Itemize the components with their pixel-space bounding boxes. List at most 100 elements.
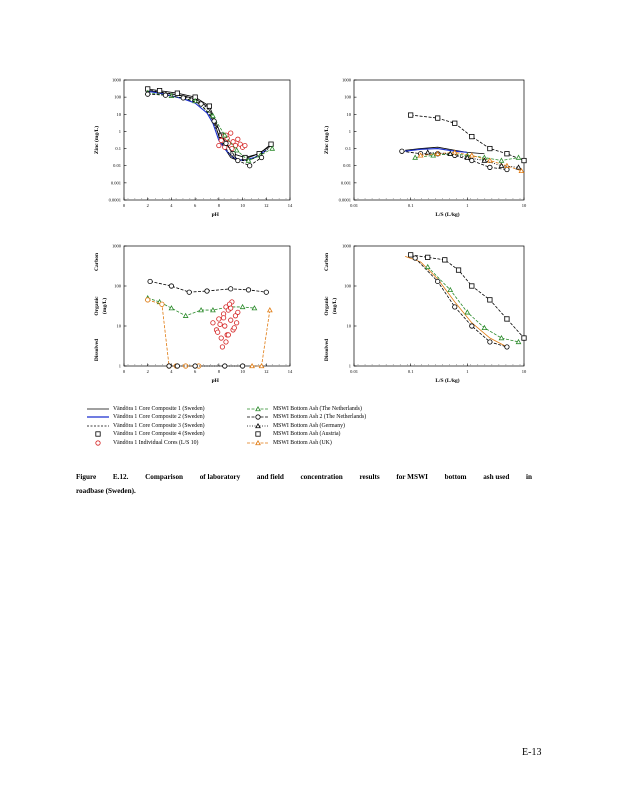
- x-minor-tick: [512, 198, 514, 200]
- data-point: [424, 149, 431, 155]
- data-point: [232, 142, 239, 149]
- legend-swatch: [247, 414, 269, 420]
- data-point: [269, 145, 276, 151]
- x-minor-tick: [189, 198, 191, 200]
- caption-word: Figure: [76, 473, 97, 481]
- legend-label: MSWI Bottom Ash (UK): [273, 439, 332, 446]
- legend-label: Vändöra 1 Individual Cores (L/S 10): [113, 439, 199, 446]
- plot-frame: [353, 245, 525, 367]
- x-minor-tick: [216, 364, 218, 366]
- zinc-vs-ls-chart: 0.0001 0.001 0.01 0.1 1 10 100 1000 0.01 0.1 1 10 L/…: [318, 72, 532, 232]
- series-netherlands2: [147, 278, 269, 295]
- data-point: [469, 157, 475, 164]
- legend-swatch: [247, 405, 269, 411]
- data-point: [521, 157, 527, 164]
- series-line: [427, 266, 519, 343]
- data-point: [192, 363, 198, 369]
- caption-word: for MSWI: [396, 473, 428, 481]
- x-tick-label: 0.01: [350, 369, 358, 374]
- doc-vs-ls-chart: 1 10 100 1000 0.01 0.1 1 10 L/S (L/kg) DissolvedO…: [318, 238, 532, 398]
- data-point: [481, 324, 488, 330]
- data-point: [216, 316, 222, 322]
- y-tick-label: 100: [114, 284, 122, 289]
- legend-item: Vändöra 1 Core Composite 4 (Sweden): [86, 430, 205, 439]
- data-point: [204, 288, 210, 294]
- x-minor-tick: [230, 198, 232, 200]
- x-tick-label: 0.01: [350, 203, 358, 208]
- x-minor-tick: [258, 364, 259, 366]
- x-minor-tick: [364, 198, 366, 200]
- series-line: [410, 254, 525, 339]
- y-tick-label: 10: [347, 112, 352, 117]
- data-point: [430, 152, 437, 158]
- x-minor-tick: [378, 198, 380, 200]
- data-point: [242, 142, 248, 149]
- data-point: [487, 145, 493, 152]
- series-individual: [210, 299, 241, 350]
- x-minor-tick: [244, 198, 246, 200]
- data-point: [469, 283, 475, 289]
- x-tick-label: 10: [522, 369, 527, 374]
- data-point: [222, 323, 228, 329]
- data-point: [218, 137, 224, 143]
- series-line: [147, 297, 255, 317]
- data-point: [435, 115, 441, 121]
- legend-marker: [255, 439, 261, 446]
- x-minor-tick: [505, 364, 507, 366]
- series-core1: [405, 146, 485, 155]
- legend-item: MSWI Bottom Ash (Austria): [246, 430, 340, 439]
- data-point: [228, 317, 234, 323]
- data-point: [521, 335, 527, 341]
- x-minor-tick: [168, 198, 170, 200]
- caption-word: of laboratory: [199, 473, 241, 481]
- data-point: [239, 363, 246, 369]
- caption-word: results: [359, 473, 380, 481]
- y-tick-label: 100: [114, 95, 122, 100]
- legend-swatch: [95, 431, 101, 437]
- x-minor-tick: [285, 198, 287, 200]
- data-point: [223, 339, 229, 345]
- caption-word: concentration: [300, 473, 343, 481]
- x-minor-tick: [161, 364, 163, 366]
- x-minor-tick: [442, 198, 443, 200]
- series-uk: [417, 149, 525, 174]
- x-minor-tick: [230, 364, 232, 366]
- data-point: [498, 335, 505, 341]
- data-point: [251, 305, 258, 311]
- x-minor-tick: [182, 364, 184, 366]
- y-tick-label: 0.001: [111, 180, 121, 185]
- x-tick-label: 2: [147, 203, 149, 208]
- legend-label: Vändöra 1 Core Composite 3 (Sweden): [113, 422, 205, 429]
- series-core3: [166, 363, 246, 369]
- series-line: [147, 92, 273, 162]
- caption-word: E.12.: [112, 473, 129, 481]
- caption-word: in: [526, 473, 532, 481]
- data-point: [452, 304, 458, 310]
- data-point: [515, 164, 522, 170]
- data-point: [232, 313, 239, 319]
- x-minor-tick: [385, 198, 387, 200]
- x-tick-label: 1: [466, 203, 468, 208]
- data-point: [182, 312, 189, 318]
- x-minor-tick: [456, 198, 457, 200]
- data-point: [235, 136, 241, 142]
- data-point: [228, 130, 234, 136]
- x-tick-label: 4: [170, 203, 173, 208]
- data-point: [417, 152, 424, 158]
- x-minor-tick: [413, 198, 415, 200]
- x-minor-tick: [449, 198, 450, 200]
- series-line: [427, 151, 519, 168]
- x-minor-tick: [498, 364, 500, 366]
- legend-label: Vändöra 1 Core Composite 1 (Sweden): [113, 405, 205, 412]
- data-point: [451, 149, 458, 155]
- series-core1: [147, 89, 272, 161]
- caption-word: Comparison: [145, 473, 184, 481]
- x-axis-label: L/S (L/kg): [435, 377, 459, 384]
- y-tick-label: 100: [344, 95, 352, 100]
- x-minor-tick: [399, 364, 401, 366]
- x-minor-tick: [203, 198, 204, 200]
- plot-frame: [123, 79, 291, 201]
- x-minor-tick: [265, 198, 266, 200]
- data-point: [230, 139, 236, 145]
- data-point: [156, 88, 163, 94]
